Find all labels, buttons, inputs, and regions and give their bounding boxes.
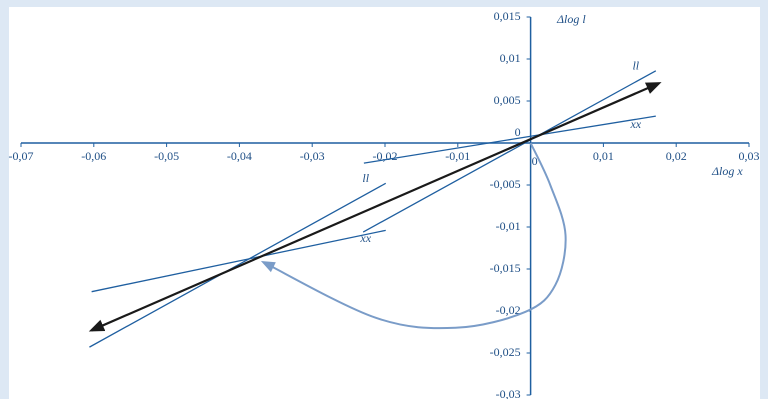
y-tick-label: 0 xyxy=(515,125,521,139)
y-axis-label: Δlog l xyxy=(556,12,586,26)
x-axis-label: Δlog x xyxy=(711,164,743,178)
y-tick-label: -0,01 xyxy=(496,219,521,233)
y-tick-label: 0,01 xyxy=(500,51,521,65)
x-tick-label: -0,07 xyxy=(9,149,34,163)
series-line xyxy=(260,142,567,330)
x-tick-label: -0,03 xyxy=(300,149,325,163)
x-tick-label: -0,05 xyxy=(154,149,179,163)
y-tick-label: -0,025 xyxy=(490,345,521,359)
x-tick-label: -0,04 xyxy=(227,149,252,163)
y-tick-label: 0,005 xyxy=(494,93,521,107)
y-tick-label: -0,03 xyxy=(496,387,521,399)
line-label: ll xyxy=(362,171,369,185)
x-tick-label: 0,03 xyxy=(739,149,760,163)
series-line xyxy=(88,82,662,332)
y-tick-label: -0,015 xyxy=(490,261,521,275)
line-label: xx xyxy=(629,117,641,131)
y-tick-label: -0,005 xyxy=(490,177,521,191)
x-tick-label: 0,02 xyxy=(666,149,687,163)
y-tick-label: 0,015 xyxy=(494,9,521,23)
x-tick-label: 0,01 xyxy=(593,149,614,163)
line-label: ll xyxy=(632,59,639,73)
x-tick-label: -0,01 xyxy=(445,149,470,163)
line-label: xx xyxy=(359,231,371,245)
x-tick-label: -0,06 xyxy=(81,149,106,163)
